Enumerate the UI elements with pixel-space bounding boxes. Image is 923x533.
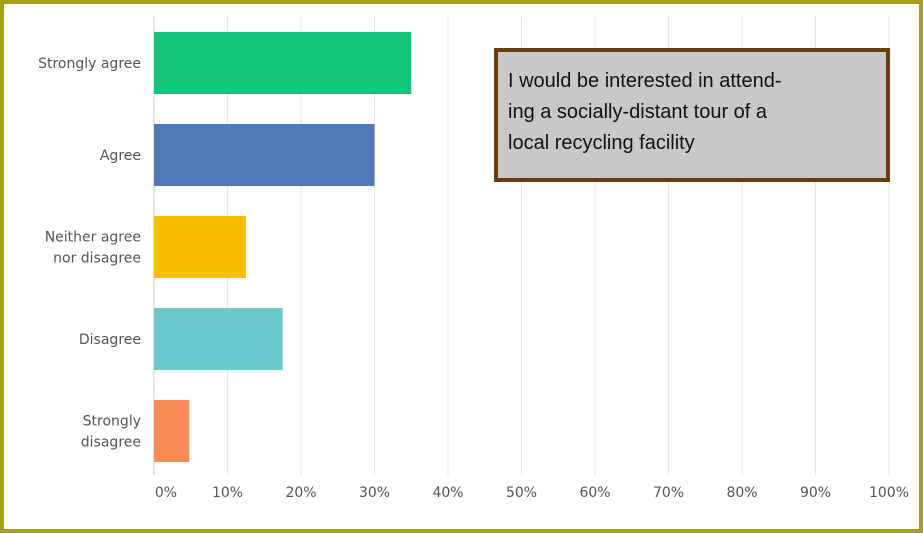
annotation-line: local recycling facility: [508, 132, 695, 154]
x-tick-label: 100%: [869, 485, 909, 501]
x-tick-label: 10%: [212, 485, 243, 501]
category-label: nor disagree: [53, 251, 141, 267]
annotation-line: ing a socially-distant tour of a: [508, 101, 768, 123]
category-label: disagree: [81, 435, 141, 451]
bar: [154, 216, 246, 278]
annotation-line: I would be interested in attend-: [508, 70, 782, 92]
x-tick-label: 40%: [432, 485, 463, 501]
x-tick-label: 30%: [359, 485, 390, 501]
x-tick-label: 70%: [653, 485, 684, 501]
bar: [154, 400, 190, 462]
x-tick-label: 0%: [155, 485, 177, 501]
category-label: Agree: [100, 148, 141, 164]
bar: [154, 124, 375, 186]
category-label: Neither agree: [45, 230, 141, 246]
x-tick-label: 80%: [726, 485, 757, 501]
bar-chart: Strongly agree Agree Neither agree nor disa…: [38, 16, 909, 501]
x-tick-label: 50%: [506, 485, 537, 501]
bar: [154, 32, 412, 94]
category-label: Disagree: [79, 332, 141, 348]
bar: [154, 308, 283, 370]
x-tick-label: 20%: [285, 485, 316, 501]
chart-annotation-box: I would be interested in attend- ing a s…: [494, 48, 890, 182]
x-tick-label: 60%: [579, 485, 610, 501]
category-label: Strongly agree: [38, 56, 141, 72]
category-label: Strongly: [83, 414, 141, 430]
x-tick-label: 90%: [800, 485, 831, 501]
